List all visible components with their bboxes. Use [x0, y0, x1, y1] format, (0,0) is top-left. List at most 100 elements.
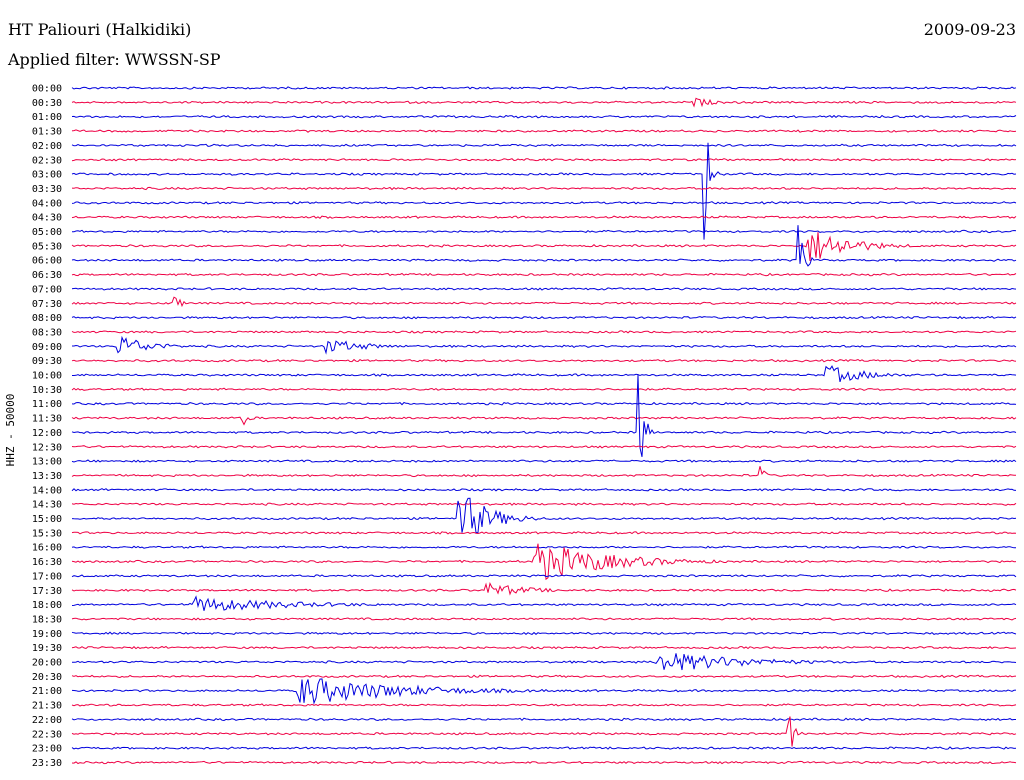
row-time-label: 05:30 — [32, 241, 62, 252]
row-time-label: 02:00 — [32, 141, 62, 152]
seismic-trace — [71, 703, 1017, 707]
y-axis-label: HHZ - 50000 — [4, 394, 17, 467]
row-time-label: 22:00 — [32, 715, 62, 726]
row-time-label: 17:30 — [32, 586, 62, 597]
seismic-trace — [71, 287, 1017, 291]
seismic-trace — [71, 545, 1016, 549]
seismic-trace — [71, 746, 1017, 750]
seismic-trace — [71, 582, 1017, 596]
row-time-label: 03:30 — [32, 184, 62, 195]
row-time-label: 16:30 — [32, 557, 62, 568]
row-time-label: 06:00 — [32, 256, 62, 267]
row-time-label: 03:00 — [32, 170, 62, 181]
row-label-group: 00:00 00:30 01:00 01:30 02:00 02:30 03:00 03:30… — [32, 84, 62, 769]
row-time-label: 04:00 — [32, 198, 62, 209]
row-time-label: 19:30 — [32, 643, 62, 654]
row-time-label: 00:00 — [32, 84, 62, 95]
row-time-label: 09:30 — [32, 356, 62, 367]
seismic-trace — [71, 315, 1017, 320]
seismic-trace — [71, 595, 1017, 611]
seismic-trace — [71, 114, 1017, 119]
trace-group — [71, 86, 1017, 765]
seismic-trace — [71, 645, 1017, 650]
seismic-trace — [71, 215, 1017, 219]
seismic-trace — [71, 531, 1017, 535]
seismic-trace — [71, 497, 1017, 534]
seismic-trace — [71, 674, 1017, 679]
row-time-label: 18:30 — [32, 614, 62, 625]
filter-label: Applied filter: WWSSN-SP — [8, 50, 221, 69]
seismic-trace — [71, 716, 1017, 747]
row-time-label: 05:00 — [32, 227, 62, 238]
seismic-trace — [71, 272, 1017, 277]
seismic-trace — [71, 158, 1017, 162]
row-time-label: 04:30 — [32, 213, 62, 224]
seismic-trace — [71, 201, 1017, 205]
row-time-label: 12:00 — [32, 428, 62, 439]
row-time-label: 00:30 — [32, 98, 62, 109]
seismic-trace — [71, 631, 1017, 636]
row-time-label: 11:00 — [32, 399, 62, 410]
row-time-label: 21:30 — [32, 701, 62, 712]
seismic-trace — [71, 543, 1017, 581]
row-time-label: 10:30 — [32, 385, 62, 396]
row-time-label: 23:00 — [32, 744, 62, 755]
row-time-label: 20:00 — [32, 658, 62, 669]
row-time-label: 12:30 — [32, 442, 62, 453]
seismic-trace — [71, 459, 1017, 463]
row-time-label: 23:30 — [32, 758, 62, 769]
seismic-trace — [71, 416, 1017, 426]
row-time-label: 06:30 — [32, 270, 62, 281]
row-time-label: 14:00 — [32, 485, 62, 496]
row-time-label: 22:30 — [32, 729, 62, 740]
row-time-label: 13:30 — [32, 471, 62, 482]
row-time-label: 09:00 — [32, 342, 62, 353]
row-time-label: 21:00 — [32, 686, 62, 697]
seismic-trace — [71, 445, 1017, 449]
row-time-label: 07:30 — [32, 299, 62, 310]
seismic-trace — [71, 358, 1017, 363]
seismic-trace — [71, 143, 1017, 148]
seismic-trace — [72, 365, 1017, 383]
seismic-trace — [71, 86, 1017, 90]
seismic-trace — [71, 374, 1017, 458]
seismic-trace — [71, 225, 1017, 267]
seismic-trace — [71, 574, 1017, 578]
row-time-label: 14:30 — [32, 500, 62, 511]
seismic-trace — [71, 129, 1017, 133]
date-label: 2009-09-23 — [923, 20, 1016, 39]
row-time-label: 15:30 — [32, 528, 62, 539]
seismic-trace — [71, 97, 1017, 108]
seismic-trace — [71, 760, 1017, 765]
row-time-label: 20:30 — [32, 672, 62, 683]
row-time-label: 08:00 — [32, 313, 62, 324]
seismic-trace — [71, 678, 1017, 705]
seismic-trace — [71, 186, 1017, 191]
seismic-trace — [71, 717, 1016, 722]
row-time-label: 18:00 — [32, 600, 62, 611]
seismic-trace — [71, 232, 1017, 261]
seismic-trace — [72, 229, 1017, 234]
row-time-label: 08:30 — [32, 327, 62, 338]
seismic-trace — [71, 330, 1017, 334]
seismic-trace — [71, 142, 1017, 240]
seismic-trace — [71, 502, 1017, 506]
seismic-trace — [71, 401, 1017, 406]
row-time-label: 02:30 — [32, 155, 62, 166]
row-time-label: 13:00 — [32, 457, 62, 468]
row-time-label: 16:00 — [32, 543, 62, 554]
row-time-label: 07:00 — [32, 284, 62, 295]
station-title: HT Paliouri (Halkidiki) — [8, 20, 192, 39]
row-time-label: 01:30 — [32, 127, 62, 138]
seismic-trace — [71, 488, 1017, 492]
seismic-trace — [71, 387, 1017, 392]
seismic-trace — [72, 335, 1017, 355]
seismic-trace — [72, 653, 1017, 671]
row-time-label: 19:00 — [32, 629, 62, 640]
row-time-label: 15:00 — [32, 514, 62, 525]
row-time-label: 01:00 — [32, 112, 62, 123]
seismic-trace — [71, 617, 1017, 621]
seismic-trace — [71, 466, 1017, 478]
row-time-label: 10:00 — [32, 371, 62, 382]
